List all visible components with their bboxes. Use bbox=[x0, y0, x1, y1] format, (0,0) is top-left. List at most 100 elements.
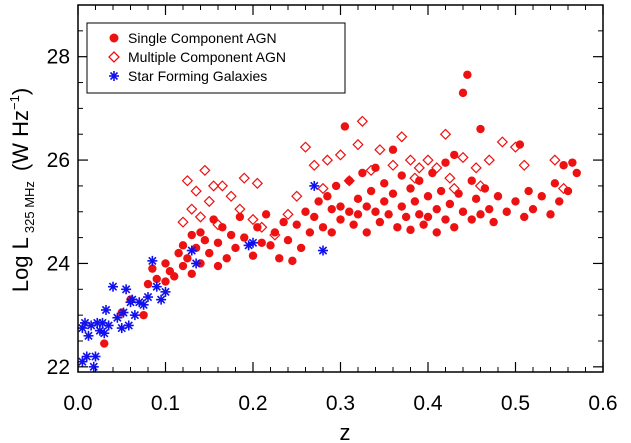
x-axis-title: z bbox=[340, 420, 351, 443]
single-agn-point bbox=[248, 251, 258, 260]
multiple-agn-point bbox=[439, 128, 452, 140]
x-tick-label: 0.5 bbox=[501, 392, 530, 415]
single-agn-point bbox=[292, 220, 301, 229]
single-agn-point bbox=[209, 215, 218, 224]
single-agn-point bbox=[432, 228, 441, 237]
single-agn-point bbox=[353, 210, 363, 219]
star-forming-point bbox=[191, 258, 202, 269]
single-agn-point bbox=[393, 223, 402, 232]
star-forming-point bbox=[121, 284, 132, 295]
legend-label-single: Single Component AGN bbox=[128, 30, 277, 46]
single-agn-point bbox=[240, 233, 249, 242]
star-forming-point bbox=[103, 320, 114, 331]
single-agn-point bbox=[358, 168, 367, 178]
y-tick-label: 22 bbox=[47, 356, 70, 379]
single-agn-point bbox=[436, 186, 446, 196]
single-agn-point bbox=[275, 254, 284, 263]
star-forming-point bbox=[156, 294, 167, 305]
y-tick-label: 26 bbox=[47, 149, 70, 172]
single-agn-point bbox=[200, 235, 210, 245]
legend-label-multiple: Multiple Component AGN bbox=[128, 49, 286, 65]
legend-marker-single bbox=[109, 33, 119, 43]
single-agn-point bbox=[366, 186, 376, 196]
single-agn-point bbox=[375, 217, 385, 227]
single-agn-point bbox=[323, 192, 332, 201]
multiple-agn-point bbox=[321, 154, 334, 166]
multiple-agn-point bbox=[238, 172, 250, 184]
single-agn-point bbox=[170, 272, 179, 281]
star-forming-point bbox=[318, 245, 328, 256]
multiple-agn-point bbox=[207, 180, 220, 192]
star-forming-point bbox=[90, 351, 101, 362]
single-agn-point bbox=[572, 168, 581, 178]
single-agn-point bbox=[568, 158, 577, 167]
single-agn-point bbox=[261, 210, 271, 219]
star-forming-point bbox=[309, 180, 320, 191]
single-agn-point bbox=[345, 207, 354, 216]
y-tick-label: 24 bbox=[47, 252, 71, 275]
y-tick-label: 28 bbox=[47, 46, 70, 69]
single-agn-point bbox=[441, 215, 450, 224]
single-agn-point bbox=[362, 202, 371, 211]
single-agn-point bbox=[406, 184, 415, 193]
multiple-agn-point bbox=[549, 154, 561, 166]
single-agn-point bbox=[148, 264, 157, 273]
legend-marker-starforming bbox=[109, 71, 119, 81]
single-agn-point bbox=[463, 70, 472, 79]
single-agn-point bbox=[301, 207, 310, 216]
legend-marker-multiple bbox=[108, 51, 120, 63]
single-agn-point bbox=[187, 230, 196, 240]
single-agn-point bbox=[432, 204, 441, 214]
star-forming-point bbox=[151, 281, 162, 292]
single-agn-point bbox=[397, 171, 406, 180]
multiple-agn-point bbox=[234, 203, 246, 215]
single-agn-point bbox=[380, 179, 389, 188]
single-agn-point bbox=[231, 243, 240, 253]
single-agn-point bbox=[502, 207, 511, 216]
single-agn-point bbox=[340, 122, 350, 131]
star-forming-point bbox=[186, 245, 197, 256]
star-forming-point bbox=[108, 281, 118, 292]
multiple-agn-point bbox=[444, 172, 456, 184]
single-agn-point bbox=[187, 269, 196, 278]
x-tick-label: 0.3 bbox=[326, 392, 355, 415]
single-agn-point bbox=[174, 248, 183, 258]
multiple-agn-point bbox=[212, 219, 224, 231]
single-agn-point bbox=[205, 248, 214, 258]
multiple-agn-point bbox=[483, 154, 495, 166]
single-agn-point bbox=[288, 256, 297, 266]
single-agn-point bbox=[139, 310, 148, 320]
single-agn-point bbox=[152, 274, 161, 284]
y-axis-title-main: Log L bbox=[8, 237, 33, 292]
single-agn-point bbox=[515, 140, 525, 149]
multiple-agn-point bbox=[194, 211, 207, 223]
single-agn-point bbox=[423, 192, 433, 201]
multiple-agn-point bbox=[282, 208, 294, 220]
multiple-agn-point bbox=[356, 115, 369, 127]
multiple-agn-point bbox=[186, 203, 198, 215]
single-agn-point bbox=[467, 215, 476, 224]
single-agn-point bbox=[270, 228, 280, 237]
multiple-agn-point bbox=[181, 175, 194, 187]
single-agn-point bbox=[143, 279, 153, 289]
single-agn-point bbox=[362, 228, 371, 237]
single-agn-point bbox=[524, 186, 533, 196]
star-forming-point bbox=[101, 304, 111, 315]
multiple-agn-point bbox=[448, 182, 460, 195]
single-agn-point bbox=[423, 212, 433, 222]
single-agn-point bbox=[467, 176, 476, 185]
single-agn-point bbox=[196, 228, 205, 237]
single-agn-point bbox=[353, 194, 363, 204]
single-agn-point bbox=[445, 199, 455, 209]
multiple-agn-point bbox=[557, 182, 570, 195]
multiple-agn-point bbox=[422, 154, 434, 166]
star-forming-point bbox=[160, 286, 171, 297]
multiple-agn-point bbox=[396, 131, 408, 143]
multiple-agn-point bbox=[225, 190, 237, 202]
single-agn-point bbox=[428, 168, 437, 178]
single-agn-point bbox=[480, 184, 490, 193]
single-agn-point bbox=[100, 339, 109, 348]
single-agn-point bbox=[318, 223, 328, 232]
multiple-agn-point bbox=[216, 180, 229, 192]
